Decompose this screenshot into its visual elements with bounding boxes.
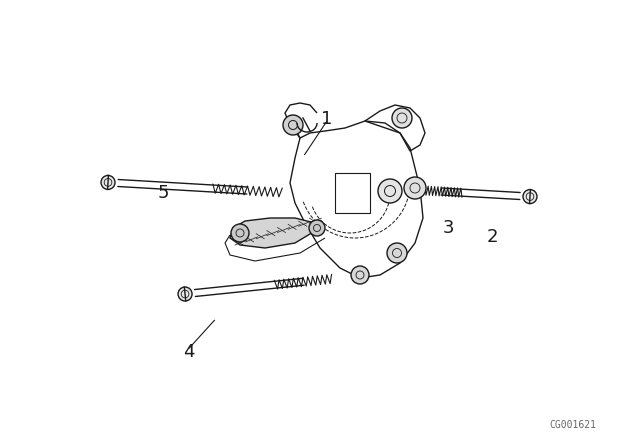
Circle shape xyxy=(178,287,192,301)
Circle shape xyxy=(309,220,325,236)
Text: 5: 5 xyxy=(157,184,169,202)
Circle shape xyxy=(351,266,369,284)
Text: CG001621: CG001621 xyxy=(549,420,596,430)
Circle shape xyxy=(523,190,537,203)
Text: 3: 3 xyxy=(442,220,454,237)
Polygon shape xyxy=(230,218,320,248)
Text: 2: 2 xyxy=(487,228,499,246)
Circle shape xyxy=(392,108,412,128)
Circle shape xyxy=(283,115,303,135)
Circle shape xyxy=(404,177,426,199)
Text: 1: 1 xyxy=(321,110,332,128)
Circle shape xyxy=(378,179,402,203)
Circle shape xyxy=(101,176,115,190)
Circle shape xyxy=(387,243,407,263)
Text: 4: 4 xyxy=(183,343,195,361)
Circle shape xyxy=(231,224,249,242)
